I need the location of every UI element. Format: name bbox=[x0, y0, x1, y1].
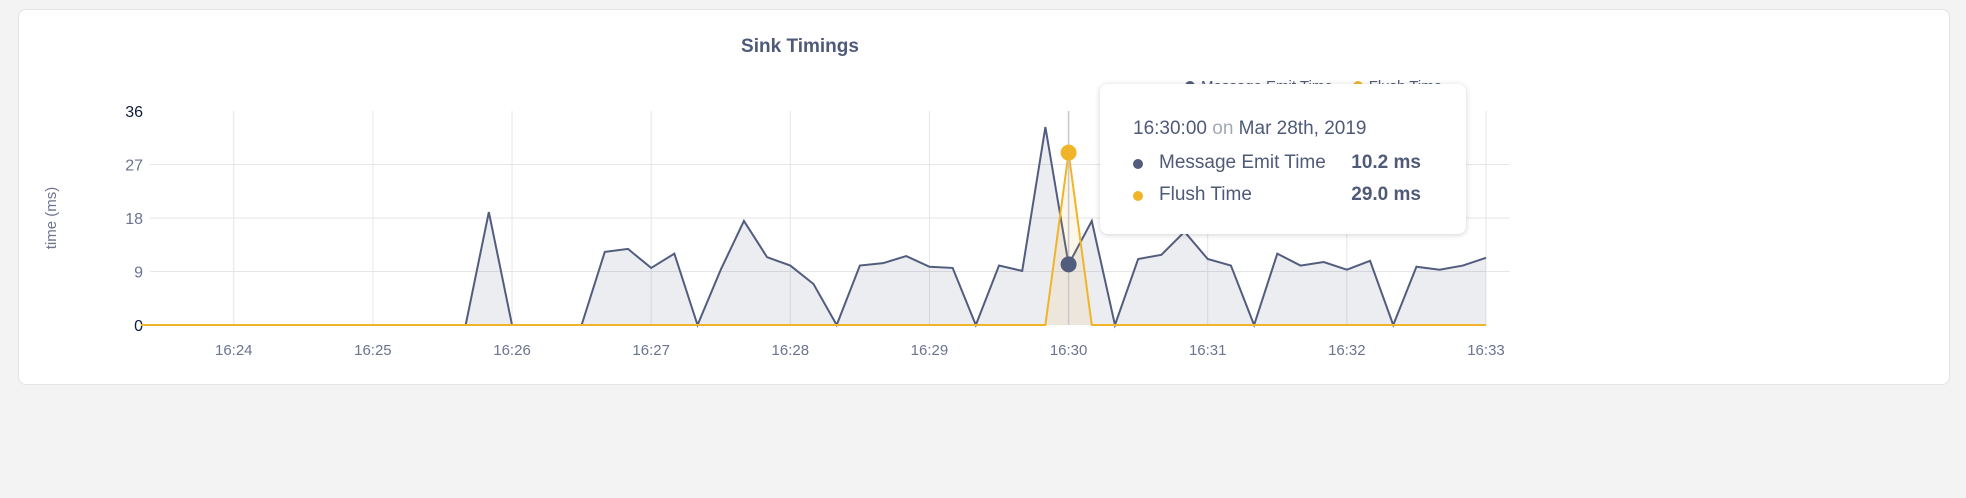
tooltip-on: on bbox=[1212, 118, 1234, 139]
hover-point-1 bbox=[1060, 144, 1077, 161]
y-tick-label: 27 bbox=[125, 158, 143, 175]
series-line-1 bbox=[141, 152, 1486, 326]
series-dot-icon bbox=[1133, 159, 1143, 169]
y-tick-label: 36 bbox=[125, 104, 143, 121]
y-axis-label: time (ms) bbox=[43, 187, 60, 250]
y-tick-label: 9 bbox=[134, 265, 143, 282]
chart-tooltip: 16:30:00 on Mar 28th, 2019 Message Emit … bbox=[1100, 84, 1466, 234]
tooltip-label: Message Emit Time bbox=[1159, 152, 1326, 173]
tooltip-date: Mar 28th, 2019 bbox=[1238, 118, 1367, 139]
tooltip-header: 16:30:00 on Mar 28th, 2019 bbox=[1133, 118, 1366, 140]
tooltip-row-message-emit-time: Message Emit Time 10.2 ms bbox=[1133, 152, 1433, 176]
x-tick-label: 16:27 bbox=[632, 342, 670, 359]
hover-point-0 bbox=[1060, 256, 1077, 273]
x-tick-label: 16:32 bbox=[1328, 342, 1366, 359]
y-tick-label: 18 bbox=[125, 211, 143, 228]
tooltip-value: 10.2 ms bbox=[1351, 152, 1421, 173]
chart-card bbox=[18, 9, 1950, 385]
chart-title: Sink Timings bbox=[741, 36, 859, 57]
x-tick-label: 16:25 bbox=[354, 342, 392, 359]
x-tick-label: 16:29 bbox=[911, 342, 949, 359]
x-tick-label: 16:24 bbox=[215, 342, 253, 359]
tooltip-label: Flush Time bbox=[1159, 184, 1252, 205]
tooltip-time: 16:30:00 bbox=[1133, 118, 1207, 139]
tooltip-row-flush-time: Flush Time 29.0 ms bbox=[1133, 184, 1433, 208]
series-area-0 bbox=[141, 127, 1486, 325]
series-dot-icon bbox=[1133, 191, 1143, 201]
x-tick-label: 16:28 bbox=[772, 342, 810, 359]
x-tick-label: 16:33 bbox=[1467, 342, 1505, 359]
y-tick-label: 0 bbox=[134, 318, 143, 335]
x-tick-label: 16:26 bbox=[493, 342, 531, 359]
x-tick-label: 16:31 bbox=[1189, 342, 1227, 359]
tooltip-value: 29.0 ms bbox=[1351, 184, 1421, 205]
x-tick-label: 16:30 bbox=[1050, 342, 1088, 359]
